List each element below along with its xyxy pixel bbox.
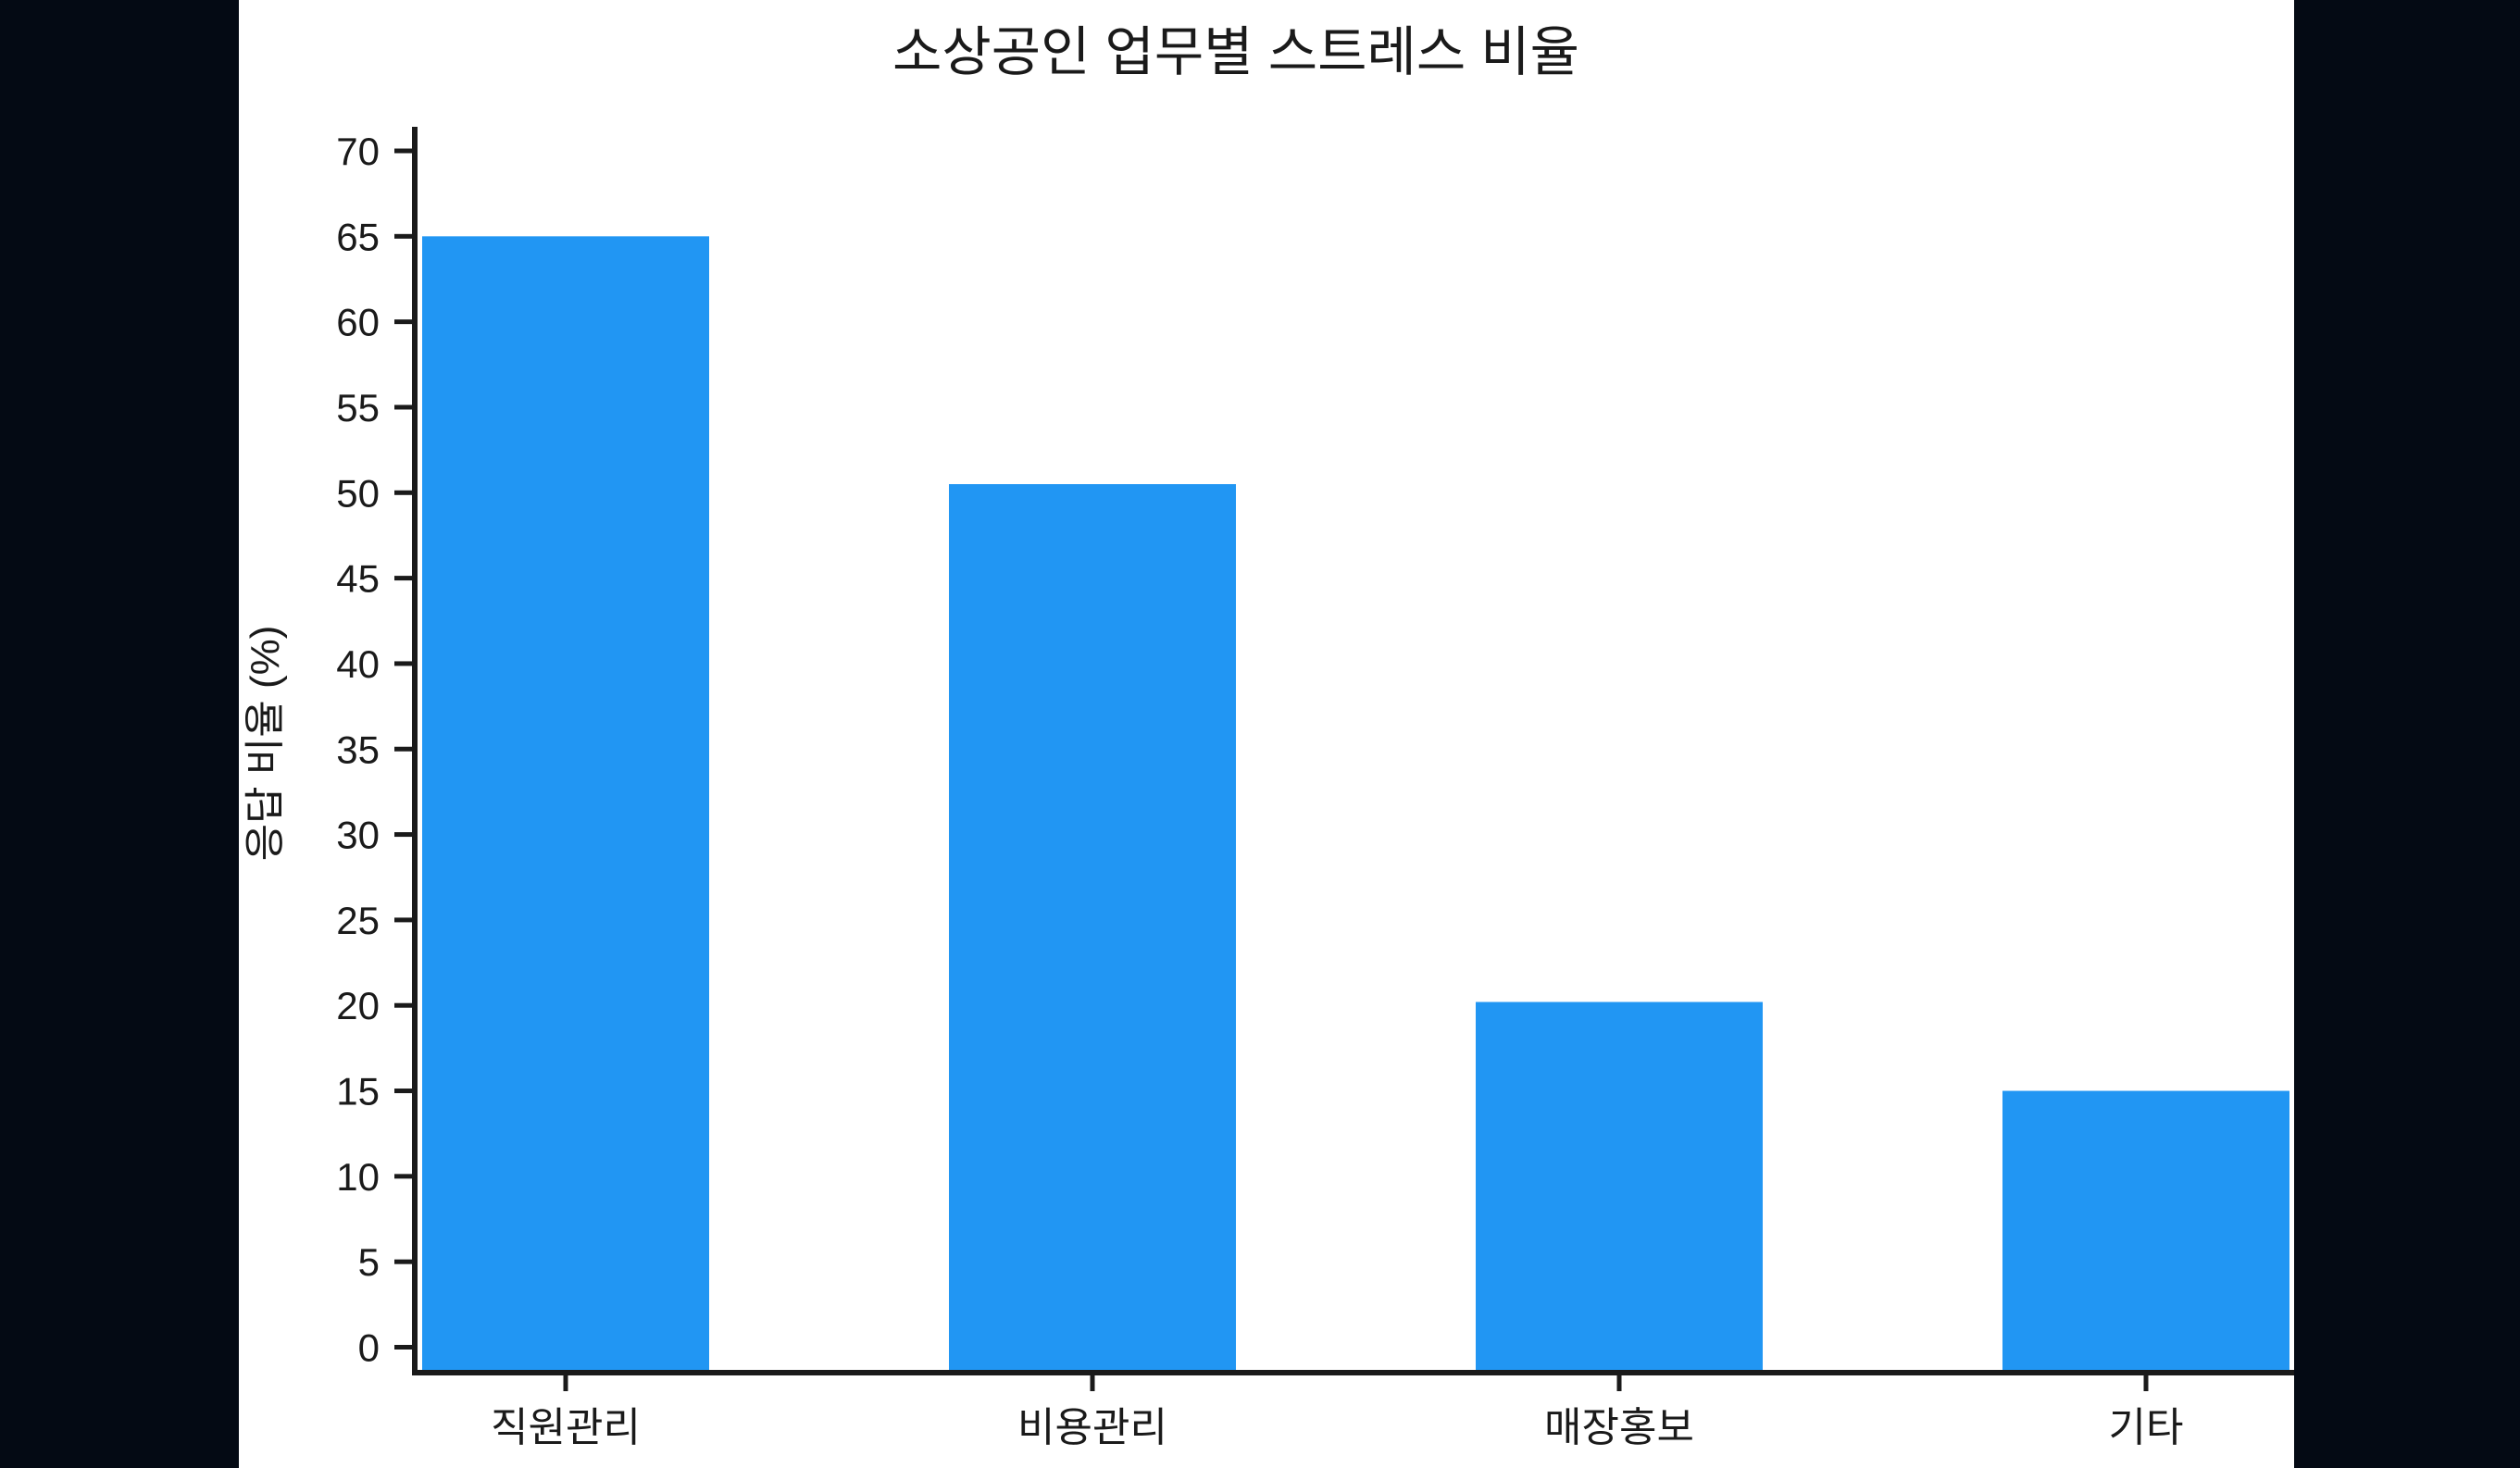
y-tick-label: 55	[336, 386, 380, 429]
y-tick-mark	[394, 576, 412, 581]
bar-기타	[2002, 1090, 2289, 1371]
x-axis-spine	[412, 1370, 2294, 1375]
axes-group	[412, 127, 2294, 1375]
bar-매장홍보	[1476, 1001, 1763, 1371]
y-axis-ticks: 0 5 10 15 20 25 30 35 40 45 50 55 60 65 70	[336, 130, 412, 1370]
y-tick-mark	[394, 1174, 412, 1179]
y-tick-mark	[394, 1259, 412, 1264]
y-tick-label: 5	[358, 1240, 380, 1284]
y-tick-mark	[394, 661, 412, 666]
y-tick-label: 40	[336, 642, 380, 686]
chart-title: 소상공인 업무별 스트레스 비율	[892, 22, 1579, 82]
y-tick-mark	[394, 1345, 412, 1350]
x-tick-mark	[1090, 1375, 1095, 1391]
y-tick-mark	[394, 490, 412, 495]
y-tick-label: 45	[336, 557, 380, 601]
bars-group	[422, 236, 2289, 1372]
y-tick-label: 0	[358, 1326, 380, 1370]
x-tick-label: 매장홍보	[1544, 1405, 1694, 1450]
y-tick-label: 10	[336, 1155, 380, 1199]
x-tick-label: 비용관리	[1017, 1405, 1167, 1450]
x-tick-mark	[563, 1375, 568, 1391]
x-tick-mark	[2143, 1375, 2149, 1391]
x-tick-mark	[1616, 1375, 1622, 1391]
y-tick-mark	[394, 1002, 412, 1008]
y-tick-label: 20	[336, 984, 380, 1027]
y-tick-label: 70	[336, 130, 380, 173]
y-tick-label: 50	[336, 471, 380, 515]
y-tick-label: 30	[336, 814, 380, 857]
y-tick-label: 25	[336, 899, 380, 942]
y-tick-mark	[394, 319, 412, 325]
bar-비용관리	[949, 484, 1236, 1371]
y-tick-mark	[394, 746, 412, 752]
bar-직원관리	[422, 236, 709, 1372]
y-axis-label: 응답 비율 (%)	[243, 626, 288, 862]
y-tick-label: 60	[336, 301, 380, 344]
x-tick-label: 기타	[2109, 1405, 2184, 1450]
x-axis-ticks: 직원관리 비용관리 매장홍보 기타	[491, 1375, 2183, 1450]
y-tick-mark	[394, 233, 412, 239]
y-tick-label: 35	[336, 728, 380, 771]
y-tick-label: 65	[336, 215, 380, 258]
y-tick-mark	[394, 832, 412, 838]
y-tick-mark	[394, 1089, 412, 1094]
y-tick-mark	[394, 917, 412, 923]
y-axis-spine	[412, 127, 418, 1375]
x-tick-label: 직원관리	[491, 1405, 641, 1450]
y-tick-label: 15	[336, 1070, 380, 1113]
y-tick-mark	[394, 404, 412, 410]
y-tick-mark	[394, 148, 412, 154]
